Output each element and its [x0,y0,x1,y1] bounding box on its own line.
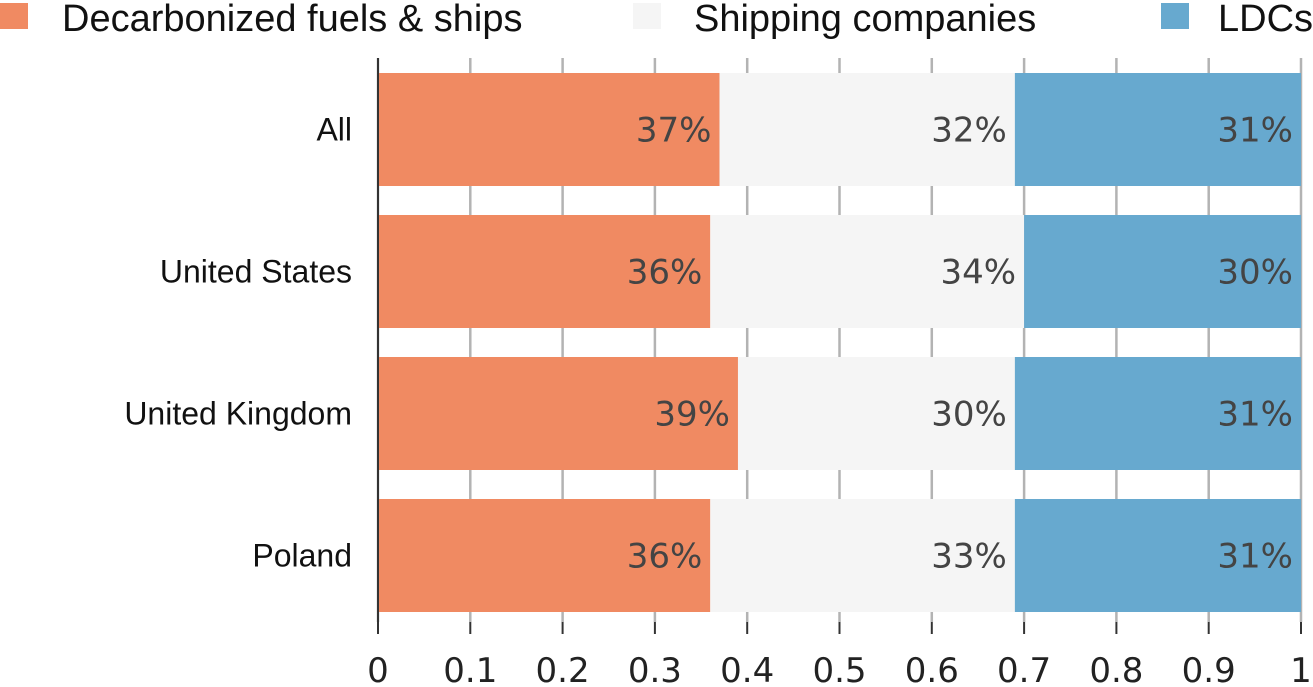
bar-segment [737,357,1015,470]
data-label: 39% [654,395,730,435]
legend-label: Decarbonized fuels & ships [62,0,522,40]
bars: 37% 32% 31% 36% 34% 30% 39% 30% 31% 36% 33% 31% [378,73,1301,612]
legend-label: LDCs [1218,0,1313,40]
data-label: 36% [627,537,703,577]
data-label: 31% [1217,537,1293,577]
data-label: 31% [1217,395,1293,435]
category-labels: All United States United Kingdom Poland [124,112,352,574]
data-label: 34% [941,253,1017,293]
data-label: 30% [1217,253,1293,293]
x-tick-label: 1 [1290,651,1312,687]
bar-segment [710,499,1015,612]
bar-segment [378,357,738,470]
category-label: All [316,112,352,148]
legend: Decarbonized fuels & ships Shipping compa… [0,0,1313,40]
legend-swatch [633,3,661,29]
bar-segment [1014,499,1301,612]
data-label: 30% [931,395,1007,435]
x-tick-label: 0.1 [443,651,497,687]
legend-swatch [1161,3,1189,29]
bar-segment [378,499,711,612]
data-label: 37% [636,111,712,151]
bar-segment [378,215,711,328]
x-tick-label: 0.4 [720,651,774,687]
bar-segment [1014,73,1301,186]
x-tick-label: 0.8 [1089,651,1143,687]
bar-segment [710,215,1025,328]
x-tick-label: 0.7 [997,651,1051,687]
x-axis: 0 0.1 0.2 0.3 0.4 0.5 0.6 0.7 0.8 0.9 1 [367,58,1312,687]
bar-segment [719,73,1015,186]
x-tick-label: 0.2 [536,651,590,687]
x-tick-label: 0.9 [1182,651,1236,687]
x-tick-label: 0.3 [628,651,682,687]
category-label: Poland [252,538,352,574]
x-tick-label: 0.6 [905,651,959,687]
bar-segment [1024,215,1301,328]
category-label: United States [160,254,352,290]
data-label: 32% [931,111,1007,151]
bar-segment [1014,357,1301,470]
data-label: 31% [1217,111,1293,151]
data-label: 36% [627,253,703,293]
legend-swatch [0,3,28,29]
x-tick-label: 0 [367,651,389,687]
x-tick-label: 0.5 [812,651,866,687]
data-label: 33% [931,537,1007,577]
category-label: United Kingdom [124,396,352,432]
legend-label: Shipping companies [694,0,1036,40]
bar-segment [378,73,720,186]
